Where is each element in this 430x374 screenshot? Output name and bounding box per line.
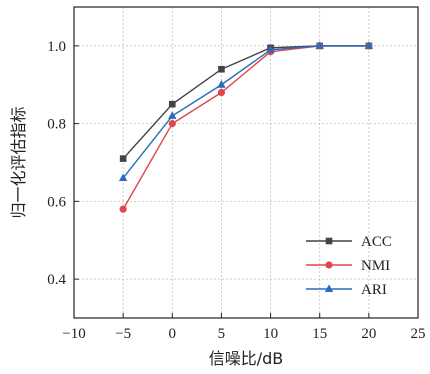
data-point-ari [315, 41, 324, 49]
x-tick-label: 10 [263, 326, 278, 342]
data-point-acc [218, 65, 225, 73]
legend: ACC NMI ARI [306, 234, 392, 298]
x-tick-label: −5 [115, 326, 131, 342]
legend-marker [324, 284, 334, 292]
x-tick-label: 0 [169, 326, 177, 342]
legend-label: ARI [361, 282, 387, 298]
plot-frame [73, 6, 419, 319]
legend-label: ACC [361, 234, 392, 250]
y-tick-label: 0.8 [47, 117, 66, 133]
x-axis-title: 信噪比/dB [209, 349, 284, 368]
y-tick-label: 1.0 [47, 39, 66, 55]
series-line-nmi [122, 45, 369, 210]
legend-item-ari: ARI [306, 282, 387, 298]
legend-marker [325, 237, 333, 245]
x-tick-label: 20 [361, 326, 376, 342]
legend-item-acc: ACC [306, 234, 392, 250]
x-tick-label: 25 [411, 326, 426, 342]
y-tick-label: 0.4 [47, 272, 66, 288]
grid [74, 7, 418, 318]
data-point-ari [217, 80, 226, 88]
legend-item-nmi: NMI [306, 258, 390, 274]
data-point-ari [364, 41, 374, 49]
legend-label: NMI [361, 258, 390, 274]
series-line-acc [122, 45, 369, 160]
series-ari [118, 41, 374, 182]
legend-marker [325, 261, 333, 269]
x-tick-label: 15 [312, 326, 327, 342]
data-point-acc [119, 155, 127, 162]
ticks: −10 −5 0 5 10 15 20 25 0.4 0.6 0.8 1.0 [47, 39, 425, 342]
series-acc [119, 42, 373, 162]
y-tick-label: 0.6 [47, 194, 66, 210]
y-axis-title: 归一化评估指标 [9, 106, 28, 218]
data-point-ari [266, 45, 275, 53]
data-point-ari [118, 173, 128, 182]
data-point-acc [168, 100, 176, 108]
x-tick-label: 5 [218, 326, 226, 342]
series-line-ari [122, 45, 369, 179]
series-layer [118, 41, 374, 213]
data-point-ari [168, 111, 177, 119]
data-point-nmi [119, 205, 127, 213]
x-tick-label: −10 [62, 326, 85, 342]
data-point-nmi [168, 120, 176, 128]
data-point-nmi [217, 88, 226, 97]
